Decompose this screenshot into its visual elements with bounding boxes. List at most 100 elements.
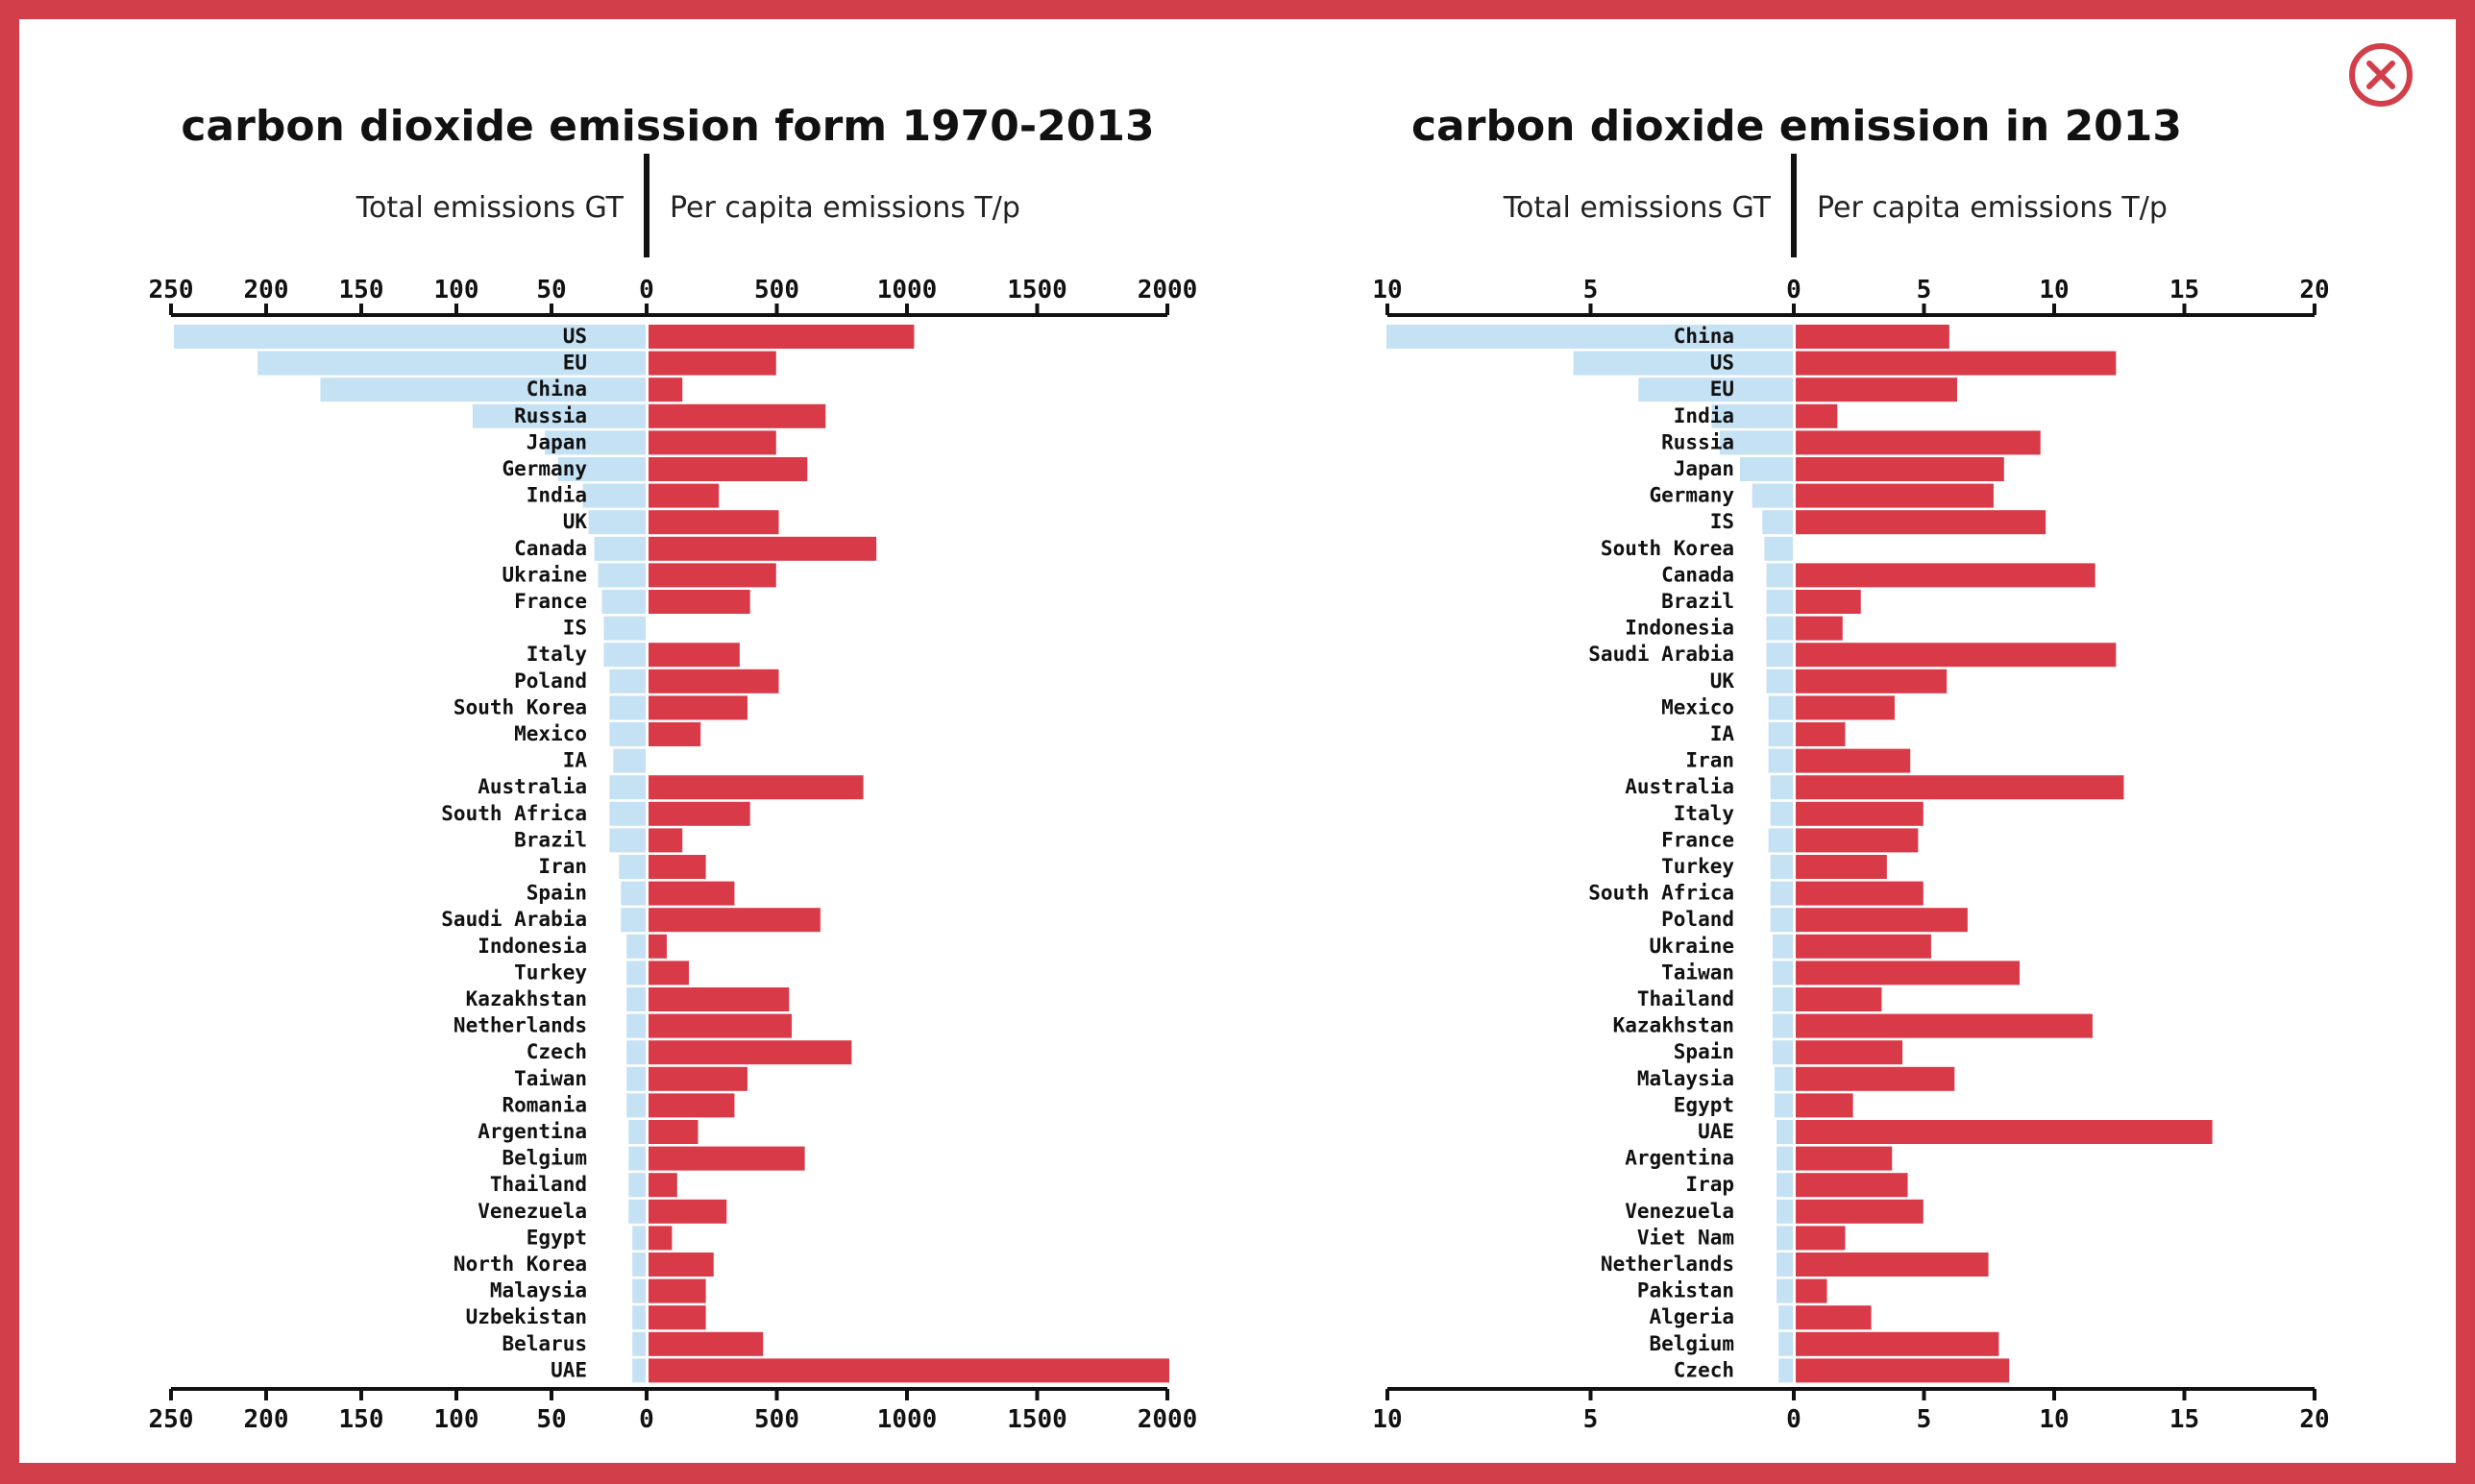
category-label: Pakistan xyxy=(1637,1279,1734,1302)
right-axis-tick-label: 500 xyxy=(754,1405,799,1434)
total-bar xyxy=(626,961,646,985)
category-label: France xyxy=(514,590,587,613)
right-axis-tick-label: 10 xyxy=(2039,1405,2069,1434)
category-label: EU xyxy=(1710,377,1734,401)
left-axis-tick-label: 150 xyxy=(339,276,384,304)
category-label: US xyxy=(1710,352,1734,375)
per-capita-bar xyxy=(1796,643,2117,668)
category-label: Mexico xyxy=(514,722,587,745)
right-axis-tick-label: 0 xyxy=(639,276,654,304)
total-bar xyxy=(628,1146,646,1171)
left-axis-tick-label: 10 xyxy=(1372,1405,1402,1434)
per-capita-bar xyxy=(1796,855,1887,879)
per-capita-bar xyxy=(649,1199,727,1224)
total-bar xyxy=(1770,801,1793,826)
per-capita-bar xyxy=(649,457,808,481)
category-label: Brazil xyxy=(1661,590,1734,613)
left-axis-tick-label: 150 xyxy=(339,1405,384,1434)
total-bar xyxy=(1777,1120,1793,1144)
category-label: UAE xyxy=(1698,1120,1734,1143)
left-axis-tick-label: 10 xyxy=(1372,276,1402,304)
total-bar xyxy=(626,1013,646,1038)
category-label: Turkey xyxy=(1661,855,1734,878)
category-label: India xyxy=(527,484,587,507)
category-label: Canada xyxy=(1661,563,1734,586)
per-capita-bar xyxy=(649,1358,1169,1383)
category-label: South Korea xyxy=(453,695,587,718)
category-label: Malaysia xyxy=(490,1279,587,1302)
left-axis-caption: Total emissions GT xyxy=(355,191,625,225)
category-label: IS xyxy=(1710,510,1734,533)
total-bar xyxy=(621,908,646,933)
per-capita-bar xyxy=(649,1066,747,1091)
category-label: Irap xyxy=(1685,1173,1734,1196)
total-bar xyxy=(1772,1040,1793,1065)
total-bar xyxy=(1766,590,1793,614)
category-label: Spain xyxy=(527,882,587,905)
total-bar xyxy=(1778,1305,1793,1330)
total-bar xyxy=(1777,1173,1793,1198)
category-label: Romania xyxy=(502,1093,587,1116)
total-bar xyxy=(1772,934,1793,959)
per-capita-bar xyxy=(649,1305,706,1330)
total-bar xyxy=(1764,536,1793,561)
category-label: Spain xyxy=(1674,1040,1734,1063)
per-capita-bar xyxy=(649,881,735,906)
total-bar xyxy=(1711,403,1793,428)
total-bar xyxy=(632,1253,646,1277)
category-label: Egypt xyxy=(527,1226,587,1249)
category-label: Iran xyxy=(538,855,587,878)
total-bar xyxy=(1766,563,1793,588)
category-label: UK xyxy=(563,510,588,533)
right-axis-tick-label: 15 xyxy=(2169,1405,2199,1434)
total-bar xyxy=(1774,1066,1793,1091)
left-axis-tick-label: 200 xyxy=(244,276,289,304)
per-capita-bar xyxy=(1796,403,1838,428)
per-capita-bar xyxy=(649,643,740,668)
total-bar xyxy=(1573,351,1793,376)
total-bar xyxy=(626,1040,646,1065)
right-axis-tick-label: 1000 xyxy=(877,276,938,304)
category-label: Venezuela xyxy=(1625,1200,1734,1223)
left-axis-tick-label: 5 xyxy=(1583,1405,1599,1434)
category-label: Ukraine xyxy=(1649,935,1734,958)
per-capita-bar xyxy=(1796,908,1968,933)
close-x-icon xyxy=(2366,61,2395,89)
category-label: Turkey xyxy=(514,961,587,984)
category-label: Italy xyxy=(1674,802,1735,825)
total-bar xyxy=(1768,695,1793,720)
category-label: Venezuela xyxy=(478,1200,587,1223)
right-axis-tick-label: 1000 xyxy=(877,1405,938,1434)
category-label: China xyxy=(1674,325,1734,348)
per-capita-bar xyxy=(649,483,720,508)
per-capita-bar xyxy=(1796,695,1895,720)
right-axis-tick-label: 5 xyxy=(1917,276,1932,304)
total-bar xyxy=(1777,1146,1793,1171)
total-bar xyxy=(1772,987,1793,1011)
per-capita-bar xyxy=(649,1226,673,1251)
category-label: Netherlands xyxy=(1601,1253,1734,1276)
category-label: Thailand xyxy=(490,1173,587,1196)
per-capita-bar xyxy=(1796,1013,2093,1038)
category-label: Egypt xyxy=(1674,1093,1734,1116)
left-axis-tick-label: 5 xyxy=(1583,276,1599,304)
category-label: India xyxy=(1674,404,1734,427)
category-label: South Africa xyxy=(1588,882,1734,905)
total-bar xyxy=(609,775,646,800)
category-label: South Africa xyxy=(441,802,587,825)
category-label: IS xyxy=(563,617,587,640)
right-axis-tick-label: 0 xyxy=(639,1405,654,1434)
category-label: Uzbekistan xyxy=(466,1305,587,1328)
per-capita-bar xyxy=(1796,801,1924,826)
total-bar xyxy=(1719,430,1793,455)
per-capita-bar xyxy=(1796,1066,1955,1091)
total-bar xyxy=(1768,828,1793,853)
close-circle-icon xyxy=(2349,43,2413,107)
total-bar xyxy=(545,430,646,455)
total-bar xyxy=(472,403,646,428)
close-button[interactable] xyxy=(2346,40,2415,109)
category-label: Kazakhstan xyxy=(1613,1014,1734,1037)
total-bar xyxy=(594,536,646,561)
total-bar xyxy=(609,669,646,693)
per-capita-bar xyxy=(1796,722,1846,746)
